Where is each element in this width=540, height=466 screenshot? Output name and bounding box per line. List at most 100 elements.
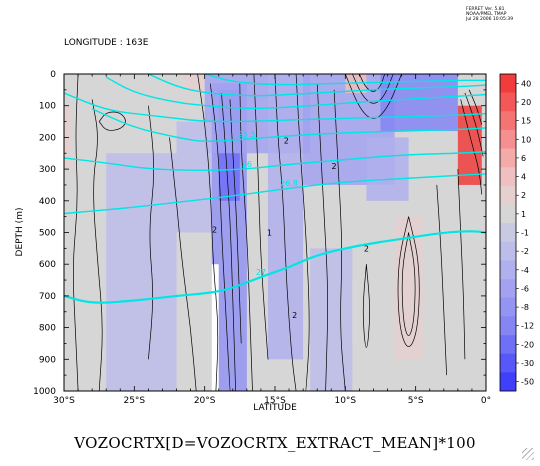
plot-subtitle: LONGITUDE : 163E <box>64 38 149 48</box>
velocity-contour-18 <box>457 169 466 360</box>
x-tick-label: 5°S <box>408 396 424 406</box>
velocity-contour-label: 1 <box>267 229 272 238</box>
colorbar-swatch <box>500 223 516 243</box>
y-tick-label: 200 <box>39 133 56 143</box>
colorbar-label: -30 <box>521 359 534 368</box>
colorbar-label: 6 <box>521 154 526 163</box>
contour-label-layer: 2 2 2 2 2 1 <box>212 137 369 320</box>
y-tick-label: 700 <box>39 292 56 302</box>
y-tick-label: 0 <box>50 70 56 80</box>
velocity-contour-10 <box>274 74 297 391</box>
velocity-contour-label: 2 <box>332 162 337 171</box>
colorbar-label: -2 <box>521 247 529 256</box>
velocity-contour-4 <box>197 74 219 391</box>
density-contour-label: 27 <box>256 268 266 277</box>
velocity-contour-label: 2 <box>364 245 369 254</box>
y-tick-label: 300 <box>39 165 56 175</box>
y-tick-label: 600 <box>39 260 56 270</box>
velocity-contour-label: 2 <box>284 137 289 146</box>
plot-area: 25.5 26 26.8 27 2 2 2 2 2 1 <box>63 73 487 392</box>
colorbar-swatch <box>500 241 516 261</box>
y-tick-label: 400 <box>39 197 56 207</box>
colorbar-swatch <box>500 260 516 280</box>
density-contour-2 <box>148 74 486 97</box>
velocity-contour-14 <box>362 263 370 348</box>
colorbar-label: 2 <box>521 191 526 200</box>
colorbar-label: -50 <box>521 378 534 387</box>
velocity-contour-layer <box>73 74 484 391</box>
velocity-contour-22 <box>359 74 386 92</box>
x-tick-label: 30°S <box>53 396 75 406</box>
velocity-contour-label: 2 <box>292 311 297 320</box>
y-axis: 0 100 200 300 400 500 600 700 800 900 1000 <box>33 70 486 397</box>
density-contour-6 <box>64 173 486 215</box>
density-contour-label: 26.8 <box>280 179 298 188</box>
density-contour-0 <box>64 92 486 123</box>
colorbar-label: 20 <box>521 98 531 107</box>
x-tick-label: 25°S <box>123 396 145 406</box>
colorbar-label: -4 <box>521 266 529 275</box>
velocity-contour-15 <box>397 216 420 347</box>
velocity-contour-label: 2 <box>212 226 217 235</box>
colorbar-label: 40 <box>521 79 531 88</box>
density-contour-3 <box>204 74 486 86</box>
colorbar-swatch <box>500 316 516 336</box>
colorbar-swatch <box>500 297 516 317</box>
velocity-contour-1 <box>91 99 103 391</box>
field-westward-deep-27S <box>106 153 177 391</box>
colorbar-label: -12 <box>521 322 534 331</box>
colorbar-label: -1 <box>521 229 529 238</box>
stamp-line-2: NOAA/PMEL TMAP <box>466 11 507 17</box>
colorbar-label: -6 <box>521 284 529 293</box>
density-contour-label: 25.5 <box>238 130 256 139</box>
field-westward-band-14S <box>267 74 304 360</box>
velocity-field-layer <box>64 74 482 391</box>
velocity-contour-9 <box>253 74 269 360</box>
colorbar-swatch <box>500 167 516 187</box>
y-tick-label: 500 <box>39 229 56 239</box>
velocity-contour-16 <box>401 232 416 336</box>
colorbar: 40 20 15 10 6 4 2 1 -1 -2 -4 -6 -8 -12 -20 -30 -50 <box>499 73 534 392</box>
x-tick-label: 0° <box>481 396 491 406</box>
stamp-line-3: Jul 28 2006 10:05:39 <box>465 16 513 22</box>
velocity-contour-21 <box>468 89 483 125</box>
x-tick-label: 20°S <box>194 396 216 406</box>
colorbar-swatch <box>500 279 516 299</box>
colorbar-label: 10 <box>521 135 531 144</box>
density-contour-layer: 25.5 26 26.8 27 <box>64 74 486 304</box>
field-eastward-undercurrent-0S <box>457 105 482 185</box>
field-missing-strip-19S <box>211 264 219 391</box>
resize-grip[interactable] <box>522 448 534 460</box>
velocity-contour-20 <box>464 92 484 157</box>
velocity-contour-12 <box>316 83 328 391</box>
stamp-line-1: FERRET Ver. 5.81 <box>466 6 505 12</box>
field-eastward-deep-2S <box>443 184 472 360</box>
velocity-contour-25 <box>98 111 126 131</box>
y-tick-label: 800 <box>39 324 56 334</box>
colorbar-label: -8 <box>521 303 529 312</box>
colorbar-swatch <box>500 111 516 131</box>
velocity-contour-0 <box>73 74 79 391</box>
velocity-contour-11 <box>295 74 310 391</box>
density-contour-4 <box>91 108 486 142</box>
y-axis-title: DEPTH (m) <box>15 208 25 257</box>
ferret-stamp: FERRET Ver. 5.81 NOAA/PMEL TMAP Jul 28 2… <box>465 6 513 22</box>
velocity-contour-17 <box>436 184 447 376</box>
colorbar-label: -20 <box>521 340 534 349</box>
field-westward-surface-6S <box>380 74 458 132</box>
colorbar-swatch <box>500 204 516 224</box>
density-contour-5 <box>64 151 486 171</box>
density-contour-1 <box>105 76 486 110</box>
velocity-contour-2 <box>148 105 154 360</box>
velocity-contour-7 <box>229 99 242 344</box>
colorbar-swatch <box>500 353 516 373</box>
x-axis-title: LATITUDE <box>253 403 297 413</box>
main-title: VOZOCRTX[D=VOZOCRTX_EXTRACT_MEAN]*100 <box>73 434 476 452</box>
x-axis: 30°S 25°S 20°S 15°S 10°S 5°S 0° <box>53 74 491 406</box>
field-westward-deep-12S <box>310 248 353 391</box>
velocity-contour-19 <box>460 99 483 195</box>
colorbar-swatch <box>500 74 516 93</box>
colorbar-swatch <box>500 185 516 205</box>
x-tick-label: 15°S <box>264 396 286 406</box>
